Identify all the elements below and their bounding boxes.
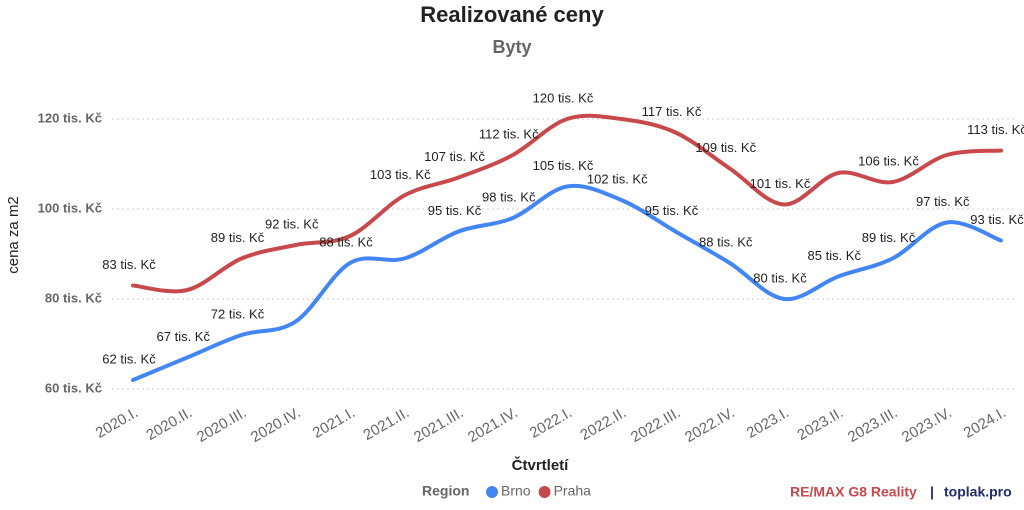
data-label: 97 tis. Kč — [916, 194, 970, 209]
data-label: 67 tis. Kč — [157, 329, 211, 344]
y-tick-label: 120 tis. Kč — [38, 110, 102, 125]
x-tick-label: 2023.III. — [845, 404, 900, 446]
data-label: 117 tis. Kč — [642, 104, 702, 119]
data-label: 109 tis. Kč — [695, 140, 756, 155]
site: toplak.pro — [944, 484, 1012, 500]
data-label: 80 tis. Kč — [753, 270, 807, 285]
data-label: 89 tis. Kč — [211, 230, 265, 245]
data-label: 88 tis. Kč — [699, 234, 753, 249]
data-label: 93 tis. Kč — [970, 212, 1024, 227]
data-label: 72 tis. Kč — [211, 306, 265, 321]
data-label: 107 tis. Kč — [424, 149, 485, 164]
y-tick-label: 100 tis. Kč — [38, 200, 102, 215]
legend-label: Brno — [501, 483, 531, 499]
data-label: 92 tis. Kč — [265, 216, 319, 231]
x-tick-label: 2021.III. — [411, 404, 466, 446]
x-tick-label: 2020.II. — [143, 404, 195, 444]
y-axis-title: cena za m2 — [5, 196, 22, 274]
data-label: 113 tis. Kč — [967, 122, 1024, 137]
legend-marker — [486, 486, 498, 498]
x-tick-label: 2023.I. — [744, 404, 792, 442]
x-tick-label: 2021.IV. — [465, 404, 521, 446]
separator: | — [930, 484, 934, 500]
series-line — [131, 183, 1003, 382]
x-tick-label: 2020.I. — [93, 404, 141, 442]
x-axis-title: Čtvrtletí — [512, 456, 570, 474]
data-label: 85 tis. Kč — [808, 248, 862, 263]
x-tick-label: 2022.II. — [577, 404, 629, 444]
data-label: 105 tis. Kč — [533, 158, 594, 173]
data-label: 89 tis. Kč — [862, 230, 916, 245]
data-label: 103 tis. Kč — [370, 167, 431, 182]
x-tick-label: 2020.IV. — [248, 404, 304, 446]
data-label: 88 tis. Kč — [319, 234, 373, 249]
x-tick-label: 2023.IV. — [899, 404, 955, 446]
data-label: 106 tis. Kč — [858, 153, 919, 168]
data-label: 98 tis. Kč — [482, 189, 536, 204]
data-label: 83 tis. Kč — [102, 257, 156, 272]
data-label: 112 tis. Kč — [479, 126, 539, 141]
legend-title: Region — [422, 483, 469, 499]
legend-marker — [538, 486, 551, 498]
data-label: 120 tis. Kč — [533, 90, 594, 105]
x-tick-label: 2022.IV. — [682, 404, 738, 446]
chart-title: Realizované ceny — [420, 2, 604, 27]
x-tick-label: 2021.I. — [310, 404, 358, 442]
y-tick-label: 60 tis. Kč — [45, 380, 102, 395]
x-tick-label: 2022.I. — [527, 404, 575, 442]
chart-subtitle: Byty — [492, 37, 531, 57]
data-label: 95 tis. Kč — [428, 203, 482, 218]
data-label: 102 tis. Kč — [587, 171, 648, 186]
x-tick-label: 2021.II. — [360, 404, 412, 444]
data-label: 101 tis. Kč — [750, 176, 811, 191]
x-tick-label: 2020.III. — [194, 404, 249, 446]
data-label: 95 tis. Kč — [645, 203, 699, 218]
x-tick-label: 2024.I. — [961, 404, 1009, 442]
data-label: 62 tis. Kč — [102, 351, 156, 366]
y-tick-label: 80 tis. Kč — [45, 290, 102, 305]
brand: RE/MAX G8 Reality — [790, 484, 917, 500]
x-tick-label: 2022.III. — [628, 404, 683, 446]
x-tick-label: 2023.II. — [794, 404, 846, 444]
series-line — [131, 113, 1003, 294]
legend-label: Praha — [554, 483, 592, 499]
